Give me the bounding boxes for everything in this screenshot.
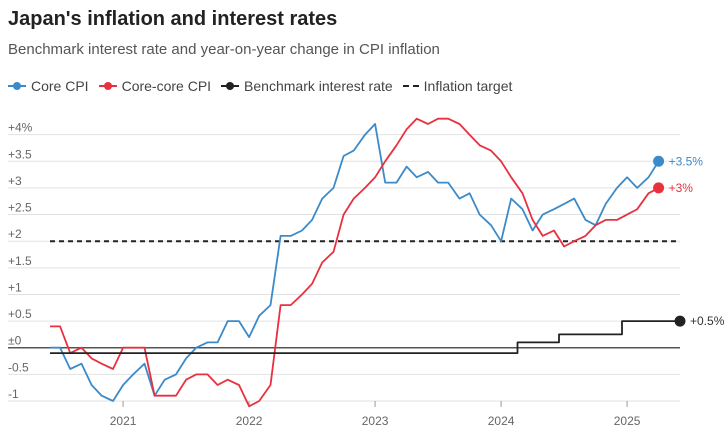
y-tick-label: +2.5 (8, 201, 32, 215)
end-marker-core-cpi (653, 155, 665, 167)
legend-item-core-core-cpi: Core-core CPI (98, 78, 212, 94)
y-tick-label: +1 (8, 280, 22, 294)
end-marker-core-core-cpi (653, 182, 665, 194)
y-tick-label: +3 (8, 174, 22, 188)
y-tick-label: -1 (8, 387, 19, 401)
y-tick-label: +3.5 (8, 147, 32, 161)
y-tick-label: +1.5 (8, 254, 32, 268)
series-line-benchmark-interest-rate (50, 320, 680, 355)
x-tick-label: 2024 (488, 414, 515, 428)
x-tick-label: 2022 (236, 414, 263, 428)
y-tick-label: -0.5 (8, 360, 29, 374)
end-label-core-cpi: +3.5% (669, 154, 704, 168)
chart-title: Japan's inflation and interest rates (8, 8, 338, 30)
chart-subtitle: Benchmark interest rate and year-on-year… (8, 41, 440, 58)
y-tick-label: ±0 (8, 334, 22, 348)
legend-label-core-cpi: Core CPI (31, 78, 89, 94)
interest-rate-swatch-icon (221, 81, 240, 91)
legend-label-inflation-target: Inflation target (423, 78, 513, 94)
series-line-core-core-cpi (50, 117, 660, 408)
end-marker-benchmark-interest-rate (674, 315, 686, 327)
core-cpi-swatch-icon (8, 81, 26, 91)
dashed-line-swatch-icon (402, 81, 419, 91)
y-tick-label: +2 (8, 227, 22, 241)
legend-item-core-cpi: Core CPI (8, 78, 89, 94)
core-core-cpi-swatch-icon (98, 81, 117, 91)
x-tick-label: 2025 (614, 414, 641, 428)
end-label-core-core-cpi: +3% (669, 181, 694, 195)
legend-item-inflation-target: Inflation target (402, 78, 513, 94)
legend-label-core-core-cpi: Core-core CPI (121, 78, 212, 94)
x-tick-label: 2023 (362, 414, 389, 428)
legend-item-interest-rate: Benchmark interest rate (221, 78, 393, 94)
end-label-benchmark-interest-rate: +0.5% (690, 314, 725, 328)
y-tick-label: +0.5 (8, 307, 32, 321)
y-tick-label: +4% (8, 121, 33, 135)
series-line-core-cpi (50, 123, 660, 402)
x-tick-label: 2021 (110, 414, 137, 428)
legend-label-interest-rate: Benchmark interest rate (244, 78, 393, 94)
legend: Core CPI Core-core CPI Benchmark interes… (8, 78, 522, 94)
